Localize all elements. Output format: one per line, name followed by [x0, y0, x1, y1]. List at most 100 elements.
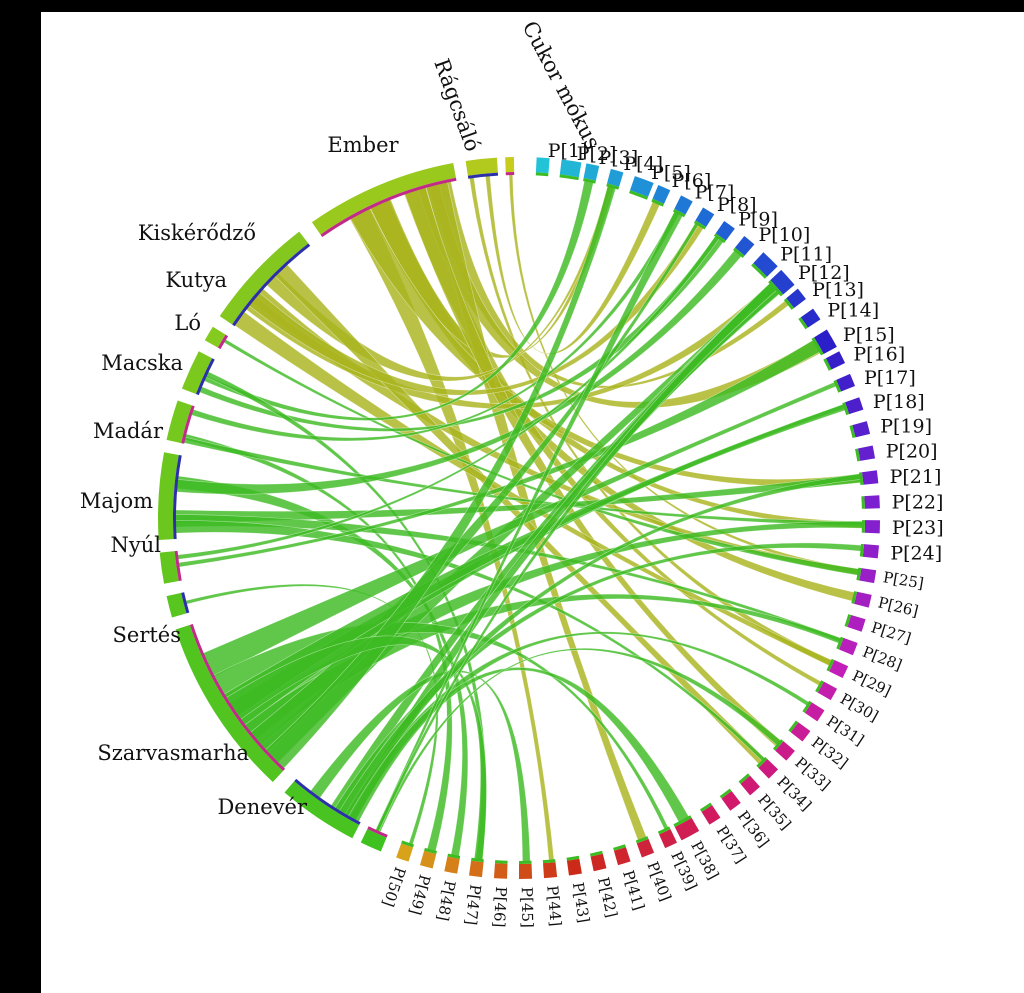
- host-arc: [505, 157, 515, 173]
- plasmid-arc: [419, 850, 437, 869]
- plasmid-arc-inner: [559, 174, 579, 181]
- plasmid-arc-inner: [635, 836, 649, 844]
- plasmid-arc: [396, 843, 414, 862]
- plasmid-label: P[27]: [869, 618, 913, 647]
- plasmid-arc-inner: [719, 788, 732, 799]
- plasmid-arc: [652, 184, 671, 204]
- host-arc: [159, 551, 179, 584]
- plasmid-label: P[8]: [717, 194, 757, 216]
- plasmid-arc: [519, 863, 533, 879]
- plasmid-arc: [847, 614, 866, 632]
- host-arc-inner: [217, 334, 229, 350]
- plasmid-arc: [859, 568, 877, 584]
- host-arc-inner: [294, 778, 361, 825]
- host-label: Madár: [93, 419, 164, 443]
- plasmid-arc: [701, 805, 721, 825]
- host-arc: [465, 157, 498, 176]
- host-label: Nyúl: [111, 533, 162, 557]
- host-label: Denevér: [217, 795, 308, 819]
- plasmid-arc: [845, 397, 864, 415]
- host-label: Cukor mókus: [518, 17, 606, 153]
- plasmid-arc-inner: [802, 700, 812, 713]
- plasmid-label: P[41]: [619, 868, 648, 912]
- host-arc-inner: [467, 172, 499, 179]
- plasmid-label: P[24]: [890, 543, 942, 565]
- plasmid-arc-inner: [542, 859, 556, 864]
- plasmid-arc: [852, 421, 871, 438]
- plasmid-label: P[18]: [873, 391, 925, 413]
- plasmid-arc: [829, 660, 849, 679]
- plasmid-arc: [543, 862, 558, 879]
- plasmid-arc-inner: [651, 198, 665, 207]
- host-label: Kiskérődző: [138, 221, 256, 245]
- plasmid-arc-inner: [606, 183, 620, 190]
- host-label: Sertés: [113, 623, 182, 647]
- plasmid-arc: [836, 373, 856, 392]
- host-arc-inner: [195, 358, 215, 396]
- plasmid-arc-inner: [836, 636, 844, 650]
- plasmid-arc: [535, 157, 550, 174]
- plasmid-arc: [753, 252, 778, 277]
- plasmid-arc-inner: [738, 773, 750, 784]
- plasmid-arc-inner: [788, 720, 799, 733]
- host-label: Macska: [101, 351, 183, 375]
- plasmid-arc-inner: [589, 850, 603, 857]
- plasmid-arc: [804, 702, 825, 722]
- plasmid-arc: [674, 817, 700, 841]
- plasmid-arc: [775, 741, 795, 761]
- plasmid-arc: [770, 269, 795, 295]
- plasmid-arc-inner: [401, 840, 415, 848]
- plasmid-arc-inner: [851, 591, 858, 604]
- plasmid-arc-inner: [859, 543, 865, 557]
- ribbons-layer: [174, 173, 864, 863]
- plasmid-arc: [444, 856, 460, 874]
- host-arc-inner: [173, 454, 182, 540]
- plasmid-arc: [674, 195, 693, 215]
- plasmid-arc-inner: [798, 317, 808, 330]
- plasmid-label: P[14]: [827, 299, 879, 321]
- host-label: Szarvasmarha: [97, 741, 249, 765]
- arcs-layer: [158, 157, 880, 879]
- plasmid-arc: [721, 791, 741, 811]
- plasmid-label: P[48]: [434, 879, 459, 923]
- plasmid-label: P[19]: [880, 415, 932, 437]
- host-arc: [166, 400, 192, 444]
- plasmid-arc: [734, 235, 755, 256]
- plasmid-label: P[13]: [812, 279, 864, 301]
- plasmid-label: P[50]: [379, 865, 409, 910]
- plasmid-label: P[9]: [738, 208, 778, 230]
- plasmid-label: P[6]: [672, 170, 712, 192]
- plasmid-arc-inner: [699, 802, 713, 812]
- plasmid-arc-inner: [772, 739, 784, 751]
- plasmid-label: P[7]: [695, 181, 735, 203]
- plasmid-arc: [854, 591, 872, 608]
- plasmid-label: P[5]: [651, 162, 691, 184]
- plasmid-arc-inner: [447, 853, 461, 859]
- plasmid-arc-inner: [613, 844, 626, 851]
- plasmid-arc-inner: [673, 815, 692, 827]
- host-label: Rágcsáló: [429, 56, 485, 155]
- plasmid-arc: [864, 520, 880, 534]
- plasmid-arc-inner: [849, 425, 856, 439]
- plasmid-arc-inner: [629, 190, 649, 200]
- plasmid-arc-inner: [494, 860, 508, 864]
- host-arc-inner: [174, 550, 182, 582]
- plasmid-label: P[43]: [569, 881, 593, 924]
- chord-diagram: Cukor mókus Rágcsáló Ember Kiskérődző Kutya L…: [80, 17, 944, 928]
- plasmid-label: P[49]: [406, 873, 434, 917]
- plasmid-arc-inner: [673, 208, 686, 218]
- plasmid-arc: [861, 470, 879, 485]
- host-label: Kutya: [165, 268, 227, 292]
- plasmid-arc-inner: [583, 178, 596, 184]
- host-arc: [181, 351, 213, 395]
- host-label: Ló: [174, 311, 201, 335]
- plasmid-arc-inner: [844, 614, 852, 627]
- host-arc: [166, 592, 187, 618]
- plasmid-arc: [790, 722, 811, 742]
- plasmid-arc-inner: [535, 172, 549, 177]
- plasmid-arc-inner: [815, 680, 824, 693]
- plasmid-arc: [839, 637, 858, 656]
- plasmid-arc-inner: [811, 337, 824, 356]
- plasmid-arc: [740, 775, 760, 796]
- plasmid-arc-inner: [566, 855, 580, 861]
